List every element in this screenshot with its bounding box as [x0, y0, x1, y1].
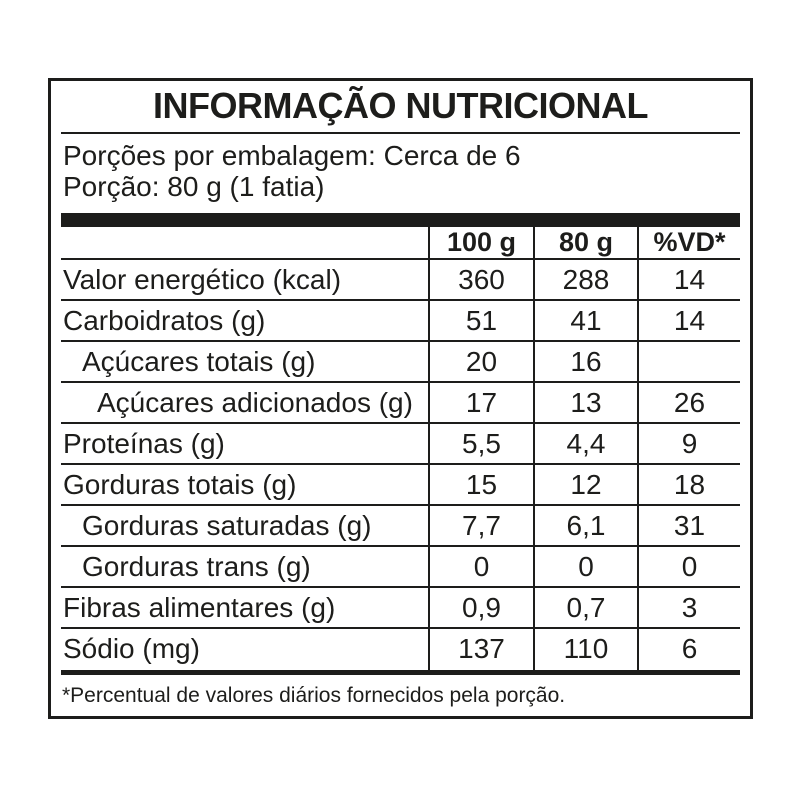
nutrient-name: Açúcares adicionados (g) [97, 387, 413, 418]
value-per-80g: 0,7 [533, 588, 637, 627]
value-per-100g: 137 [428, 629, 533, 670]
table-row: Gorduras totais (g) 15 12 18 [61, 465, 740, 506]
table-body: Valor energético (kcal) 360 288 14 Carbo… [61, 260, 740, 670]
value-per-80g: 13 [533, 383, 637, 422]
table-row: Proteínas (g) 5,5 4,4 9 [61, 424, 740, 465]
value-percent-dv: 14 [637, 301, 740, 340]
table-row: Fibras alimentares (g) 0,9 0,7 3 [61, 588, 740, 629]
value-percent-dv: 14 [637, 260, 740, 299]
value-percent-dv: 0 [637, 547, 740, 586]
value-per-100g: 7,7 [428, 506, 533, 545]
table-row: Sódio (mg) 137 110 6 [61, 629, 740, 670]
nutrient-name: Fibras alimentares (g) [63, 592, 336, 623]
footnote: *Percentual de valores diários fornecido… [62, 684, 566, 707]
header-per-100g: 100 g [428, 227, 533, 258]
nutrient-name: Gorduras totais (g) [63, 469, 297, 500]
table-bottom-divider [61, 670, 740, 675]
value-per-80g: 110 [533, 629, 637, 670]
value-per-100g: 17 [428, 383, 533, 422]
table-row: Açúcares totais (g) 20 16 [61, 342, 740, 383]
value-per-80g: 16 [533, 342, 637, 381]
title-divider [61, 132, 740, 134]
value-percent-dv: 3 [637, 588, 740, 627]
table-row: Açúcares adicionados (g) 17 13 26 [61, 383, 740, 424]
table-top-bar [61, 213, 740, 227]
servings-per-package: Porções por embalagem: Cerca de 6 [63, 140, 521, 171]
table-row: Carboidratos (g) 51 41 14 [61, 301, 740, 342]
value-per-80g: 288 [533, 260, 637, 299]
label-title: INFORMAÇÃO NUTRICIONAL [153, 85, 648, 126]
value-percent-dv: 6 [637, 629, 740, 670]
table-row: Gorduras saturadas (g) 7,7 6,1 31 [61, 506, 740, 547]
nutrient-name: Gorduras saturadas (g) [82, 510, 372, 541]
value-per-100g: 0 [428, 547, 533, 586]
value-per-100g: 0,9 [428, 588, 533, 627]
value-percent-dv: 9 [637, 424, 740, 463]
nutrient-name: Valor energético (kcal) [63, 264, 342, 295]
header-nutrient-column [61, 227, 428, 258]
table-header-row: 100 g 80 g %VD* [61, 227, 740, 260]
table-row: Valor energético (kcal) 360 288 14 [61, 260, 740, 301]
nutrition-label: INFORMAÇÃO NUTRICIONAL Porções por embal… [48, 78, 753, 719]
value-per-80g: 4,4 [533, 424, 637, 463]
header-percent-dv: %VD* [637, 227, 740, 258]
value-per-80g: 0 [533, 547, 637, 586]
nutrient-name: Proteínas (g) [63, 428, 225, 459]
value-per-80g: 6,1 [533, 506, 637, 545]
value-per-80g: 41 [533, 301, 637, 340]
serving-info: Porções por embalagem: Cerca de 6 Porção… [61, 140, 740, 202]
nutrient-name: Sódio (mg) [63, 633, 200, 664]
nutrient-name: Carboidratos (g) [63, 305, 266, 336]
value-percent-dv: 31 [637, 506, 740, 545]
value-per-100g: 15 [428, 465, 533, 504]
nutrient-name: Gorduras trans (g) [82, 551, 311, 582]
value-percent-dv [637, 342, 740, 381]
value-per-80g: 12 [533, 465, 637, 504]
value-per-100g: 51 [428, 301, 533, 340]
nutrient-name: Açúcares totais (g) [82, 346, 316, 377]
value-per-100g: 20 [428, 342, 533, 381]
serving-size: Porção: 80 g (1 fatia) [63, 171, 325, 202]
value-per-100g: 360 [428, 260, 533, 299]
table-row: Gorduras trans (g) 0 0 0 [61, 547, 740, 588]
header-per-80g: 80 g [533, 227, 637, 258]
value-percent-dv: 18 [637, 465, 740, 504]
value-per-100g: 5,5 [428, 424, 533, 463]
value-percent-dv: 26 [637, 383, 740, 422]
